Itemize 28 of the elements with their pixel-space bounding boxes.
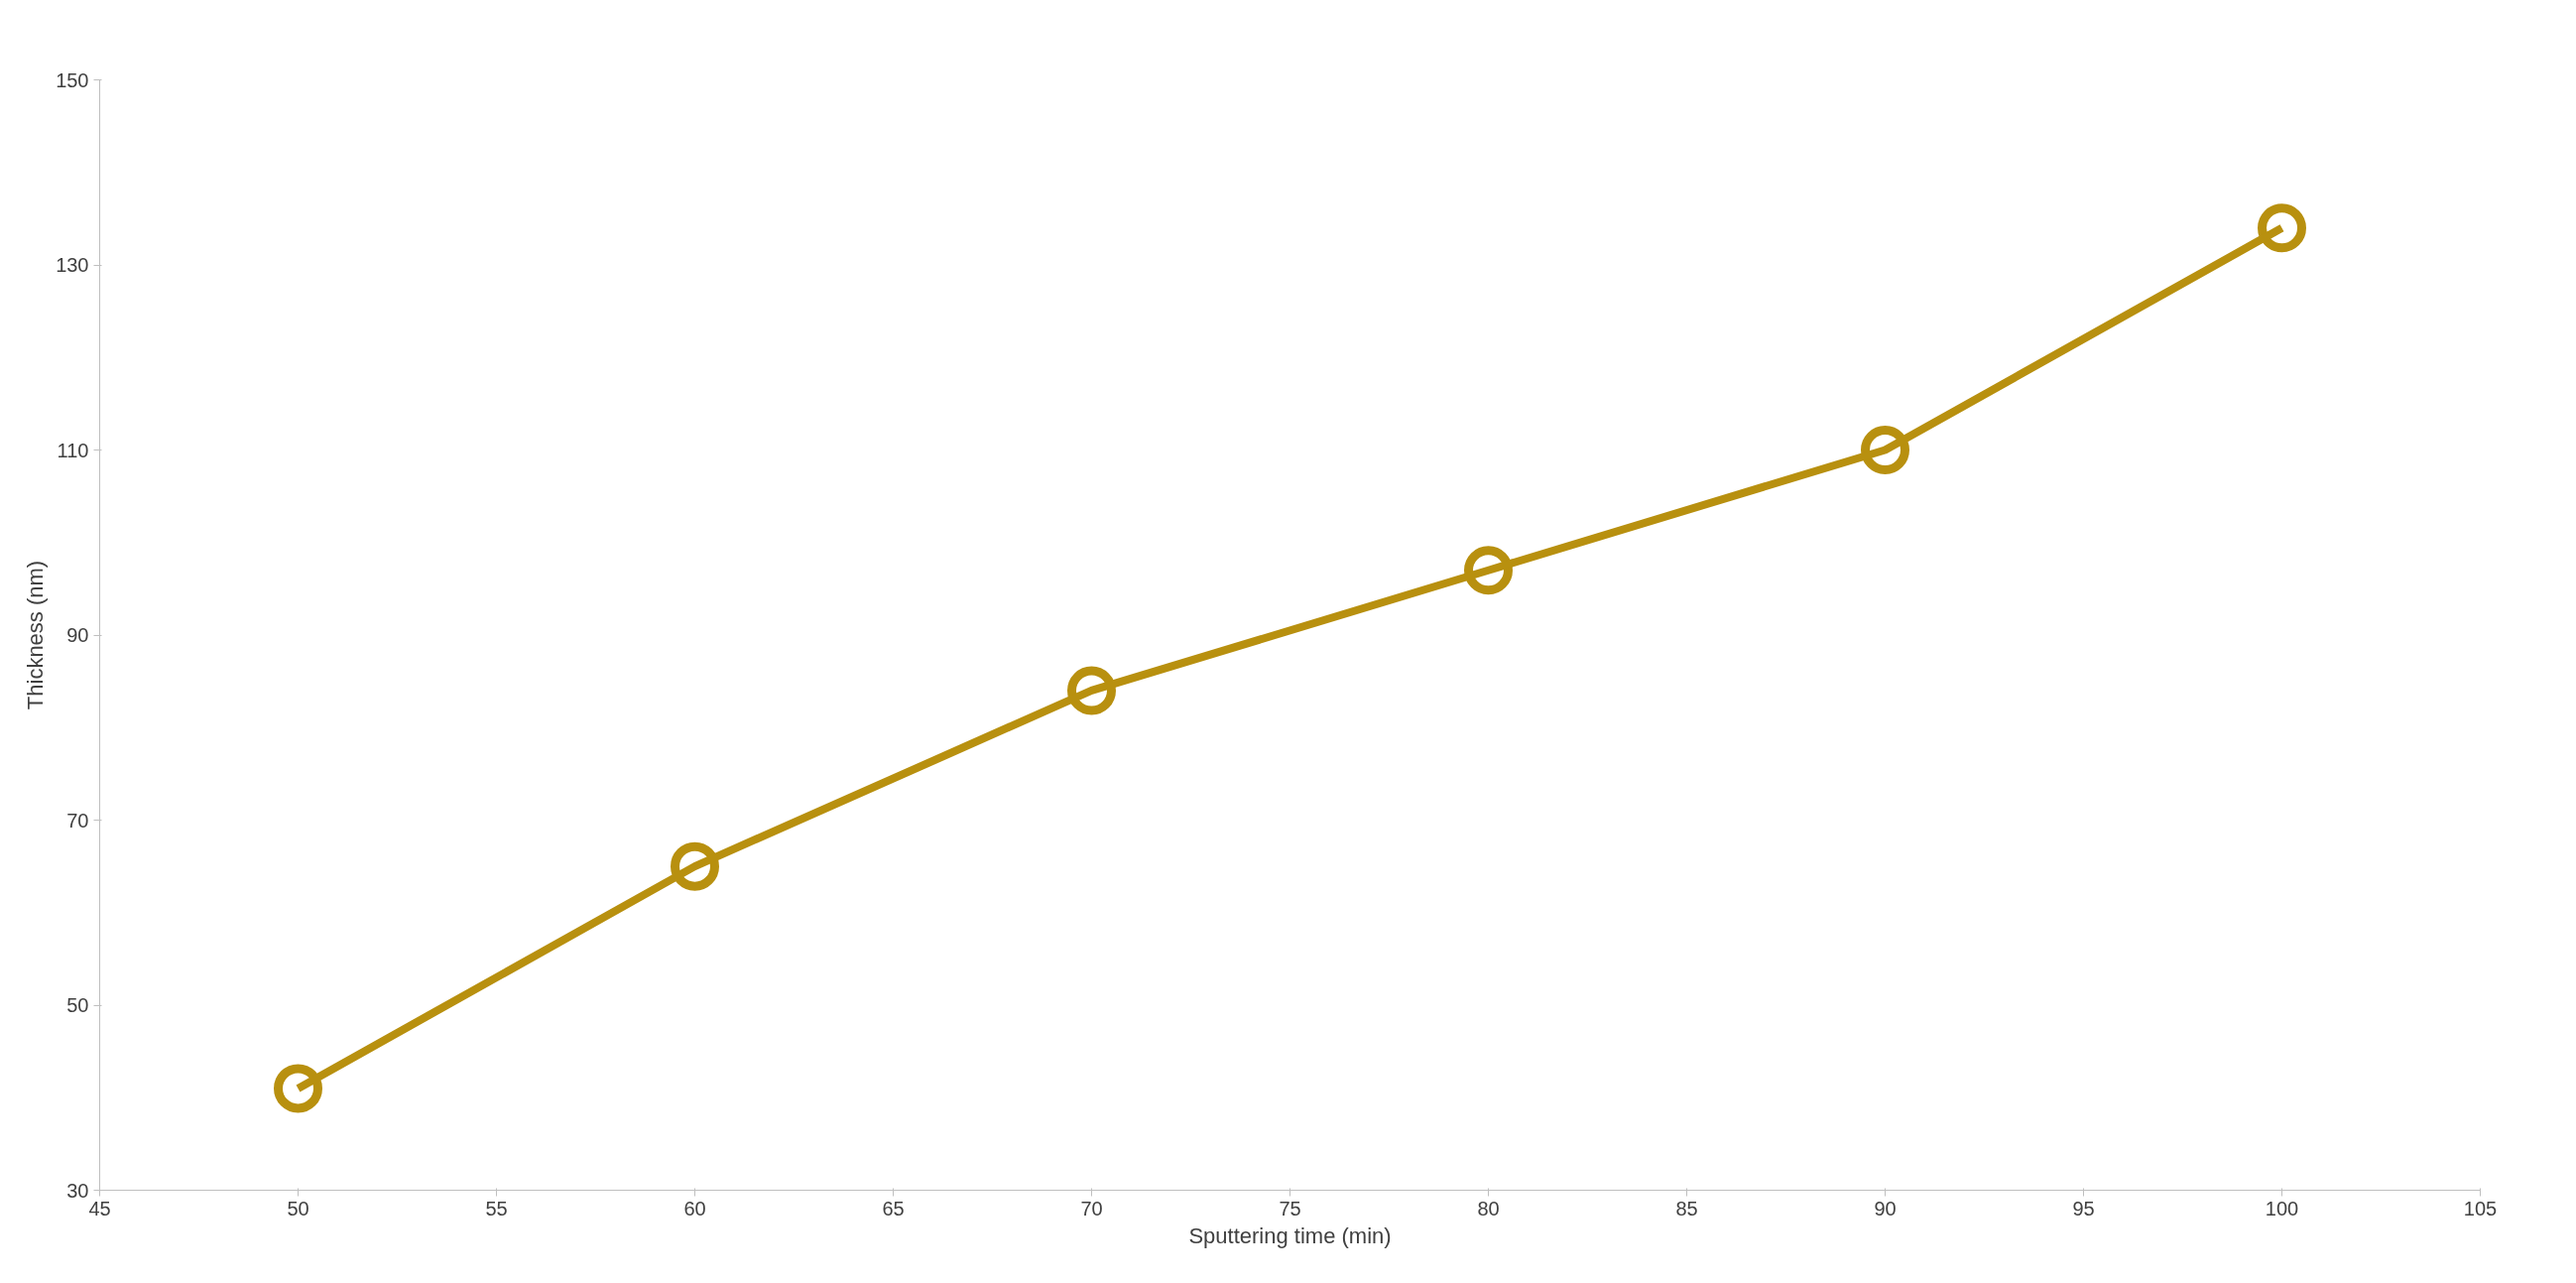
x-tick-label: 45 — [88, 1197, 111, 1219]
x-tick-label: 95 — [2072, 1197, 2095, 1219]
x-tick-label: 60 — [683, 1197, 706, 1219]
y-tick-label: 70 — [66, 809, 89, 832]
x-tick-label: 75 — [1279, 1197, 1301, 1219]
y-tick-label: 90 — [66, 624, 89, 646]
x-tick-label: 85 — [1675, 1197, 1698, 1219]
point — [1067, 666, 1116, 715]
y-tick-label: 130 — [56, 254, 89, 276]
x-tick-label: 65 — [882, 1197, 905, 1219]
x-tick-label: 105 — [2463, 1197, 2498, 1219]
y-axis-title: Thickness (nm) — [23, 560, 49, 710]
y-tick-label: 110 — [57, 439, 89, 461]
x-tick-label: 100 — [2265, 1197, 2299, 1219]
point — [1464, 546, 1513, 595]
point — [2258, 203, 2306, 253]
x-tick-label: 55 — [485, 1197, 508, 1219]
point — [671, 841, 719, 891]
point — [1861, 426, 1909, 474]
x-tick-label: 80 — [1477, 1197, 1500, 1219]
y-tick-label: 30 — [66, 1179, 89, 1202]
y-tick-label: 50 — [66, 994, 89, 1016]
x-axis-title: Sputtering time (min) — [1188, 1222, 1392, 1248]
x-tick-label: 50 — [287, 1197, 309, 1219]
x-tick-label: 70 — [1080, 1197, 1103, 1219]
y-tick-label: 150 — [56, 68, 89, 91]
point — [274, 1064, 322, 1113]
x-tick-label: 90 — [1874, 1197, 1897, 1219]
